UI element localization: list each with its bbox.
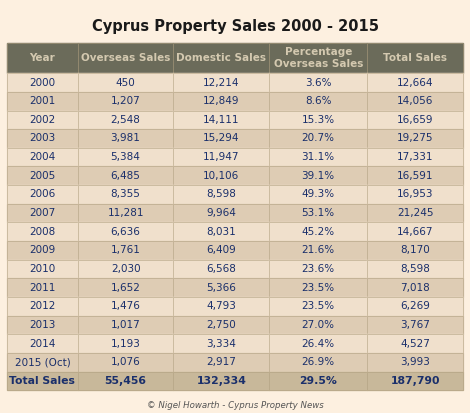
Text: 8.6%: 8.6% bbox=[305, 96, 331, 106]
Text: 39.1%: 39.1% bbox=[302, 171, 335, 181]
Text: 8,598: 8,598 bbox=[400, 264, 430, 274]
Text: Total Sales: Total Sales bbox=[383, 53, 447, 63]
Text: 2011: 2011 bbox=[29, 283, 55, 293]
Text: 19,275: 19,275 bbox=[397, 133, 433, 143]
Text: 6,409: 6,409 bbox=[206, 245, 236, 255]
Text: 26.9%: 26.9% bbox=[302, 357, 335, 367]
Text: 16,591: 16,591 bbox=[397, 171, 433, 181]
Text: 1,652: 1,652 bbox=[110, 283, 141, 293]
Text: 55,456: 55,456 bbox=[105, 376, 147, 386]
Text: 2002: 2002 bbox=[29, 115, 55, 125]
Text: 2005: 2005 bbox=[29, 171, 55, 181]
Text: 23.6%: 23.6% bbox=[302, 264, 335, 274]
Text: 6,568: 6,568 bbox=[206, 264, 236, 274]
Text: 1,193: 1,193 bbox=[110, 339, 141, 349]
Text: 15,294: 15,294 bbox=[203, 133, 240, 143]
Text: 3.6%: 3.6% bbox=[305, 78, 331, 88]
Text: 2,548: 2,548 bbox=[110, 115, 141, 125]
Text: 8,031: 8,031 bbox=[206, 227, 236, 237]
Text: 132,334: 132,334 bbox=[196, 376, 246, 386]
Text: 2007: 2007 bbox=[29, 208, 55, 218]
Text: 6,636: 6,636 bbox=[110, 227, 141, 237]
Text: 2009: 2009 bbox=[29, 245, 55, 255]
Text: Cyprus Property Sales 2000 - 2015: Cyprus Property Sales 2000 - 2015 bbox=[92, 19, 378, 33]
Text: 1,761: 1,761 bbox=[110, 245, 141, 255]
Text: 8,170: 8,170 bbox=[400, 245, 430, 255]
Text: 53.1%: 53.1% bbox=[302, 208, 335, 218]
Text: 11,281: 11,281 bbox=[107, 208, 144, 218]
Text: 1,207: 1,207 bbox=[111, 96, 141, 106]
Text: 9,964: 9,964 bbox=[206, 208, 236, 218]
Text: 3,767: 3,767 bbox=[400, 320, 430, 330]
Text: 8,355: 8,355 bbox=[110, 190, 141, 199]
Text: 2,030: 2,030 bbox=[111, 264, 141, 274]
Text: 2013: 2013 bbox=[29, 320, 55, 330]
Text: 450: 450 bbox=[116, 78, 135, 88]
Text: 2008: 2008 bbox=[29, 227, 55, 237]
Text: 17,331: 17,331 bbox=[397, 152, 433, 162]
Text: 12,664: 12,664 bbox=[397, 78, 433, 88]
Text: 16,659: 16,659 bbox=[397, 115, 433, 125]
Text: 3,993: 3,993 bbox=[400, 357, 430, 367]
Text: 20.7%: 20.7% bbox=[302, 133, 335, 143]
Text: 29.5%: 29.5% bbox=[299, 376, 337, 386]
Text: 8,598: 8,598 bbox=[206, 190, 236, 199]
Text: 14,111: 14,111 bbox=[203, 115, 240, 125]
Text: 23.5%: 23.5% bbox=[302, 301, 335, 311]
Text: 7,018: 7,018 bbox=[400, 283, 430, 293]
Text: 21.6%: 21.6% bbox=[302, 245, 335, 255]
Text: 1,076: 1,076 bbox=[111, 357, 141, 367]
Text: 2004: 2004 bbox=[29, 152, 55, 162]
Text: 2006: 2006 bbox=[29, 190, 55, 199]
Text: 2000: 2000 bbox=[29, 78, 55, 88]
Text: 12,849: 12,849 bbox=[203, 96, 240, 106]
Text: 1,017: 1,017 bbox=[111, 320, 141, 330]
Text: 12,214: 12,214 bbox=[203, 78, 240, 88]
Text: 21,245: 21,245 bbox=[397, 208, 433, 218]
Text: 2,750: 2,750 bbox=[206, 320, 236, 330]
Text: 2012: 2012 bbox=[29, 301, 55, 311]
Text: 2014: 2014 bbox=[29, 339, 55, 349]
Text: 45.2%: 45.2% bbox=[302, 227, 335, 237]
Text: 11,947: 11,947 bbox=[203, 152, 240, 162]
Text: Year: Year bbox=[30, 53, 55, 63]
Text: 5,384: 5,384 bbox=[110, 152, 141, 162]
Text: 26.4%: 26.4% bbox=[302, 339, 335, 349]
Text: 1,476: 1,476 bbox=[110, 301, 141, 311]
Text: 2010: 2010 bbox=[29, 264, 55, 274]
Text: 2015 (Oct): 2015 (Oct) bbox=[15, 357, 70, 367]
Text: 187,790: 187,790 bbox=[390, 376, 440, 386]
Text: 4,793: 4,793 bbox=[206, 301, 236, 311]
Text: 14,056: 14,056 bbox=[397, 96, 433, 106]
Text: 3,334: 3,334 bbox=[206, 339, 236, 349]
Text: 27.0%: 27.0% bbox=[302, 320, 335, 330]
Text: 16,953: 16,953 bbox=[397, 190, 433, 199]
Text: 5,366: 5,366 bbox=[206, 283, 236, 293]
Text: Domestic Sales: Domestic Sales bbox=[176, 53, 266, 63]
Text: 2001: 2001 bbox=[29, 96, 55, 106]
Text: 2003: 2003 bbox=[29, 133, 55, 143]
Text: © Nigel Howarth - Cyprus Property News: © Nigel Howarth - Cyprus Property News bbox=[147, 401, 323, 410]
Text: Overseas Sales: Overseas Sales bbox=[81, 53, 170, 63]
Text: 31.1%: 31.1% bbox=[302, 152, 335, 162]
Text: 49.3%: 49.3% bbox=[302, 190, 335, 199]
Text: 10,106: 10,106 bbox=[203, 171, 239, 181]
Text: Percentage
Overseas Sales: Percentage Overseas Sales bbox=[274, 47, 363, 69]
Text: Total Sales: Total Sales bbox=[9, 376, 75, 386]
Text: 4,527: 4,527 bbox=[400, 339, 430, 349]
Text: 15.3%: 15.3% bbox=[302, 115, 335, 125]
Text: 23.5%: 23.5% bbox=[302, 283, 335, 293]
Text: 3,981: 3,981 bbox=[110, 133, 141, 143]
Text: 2,917: 2,917 bbox=[206, 357, 236, 367]
Text: 6,485: 6,485 bbox=[110, 171, 141, 181]
Text: 14,667: 14,667 bbox=[397, 227, 433, 237]
Text: 6,269: 6,269 bbox=[400, 301, 430, 311]
